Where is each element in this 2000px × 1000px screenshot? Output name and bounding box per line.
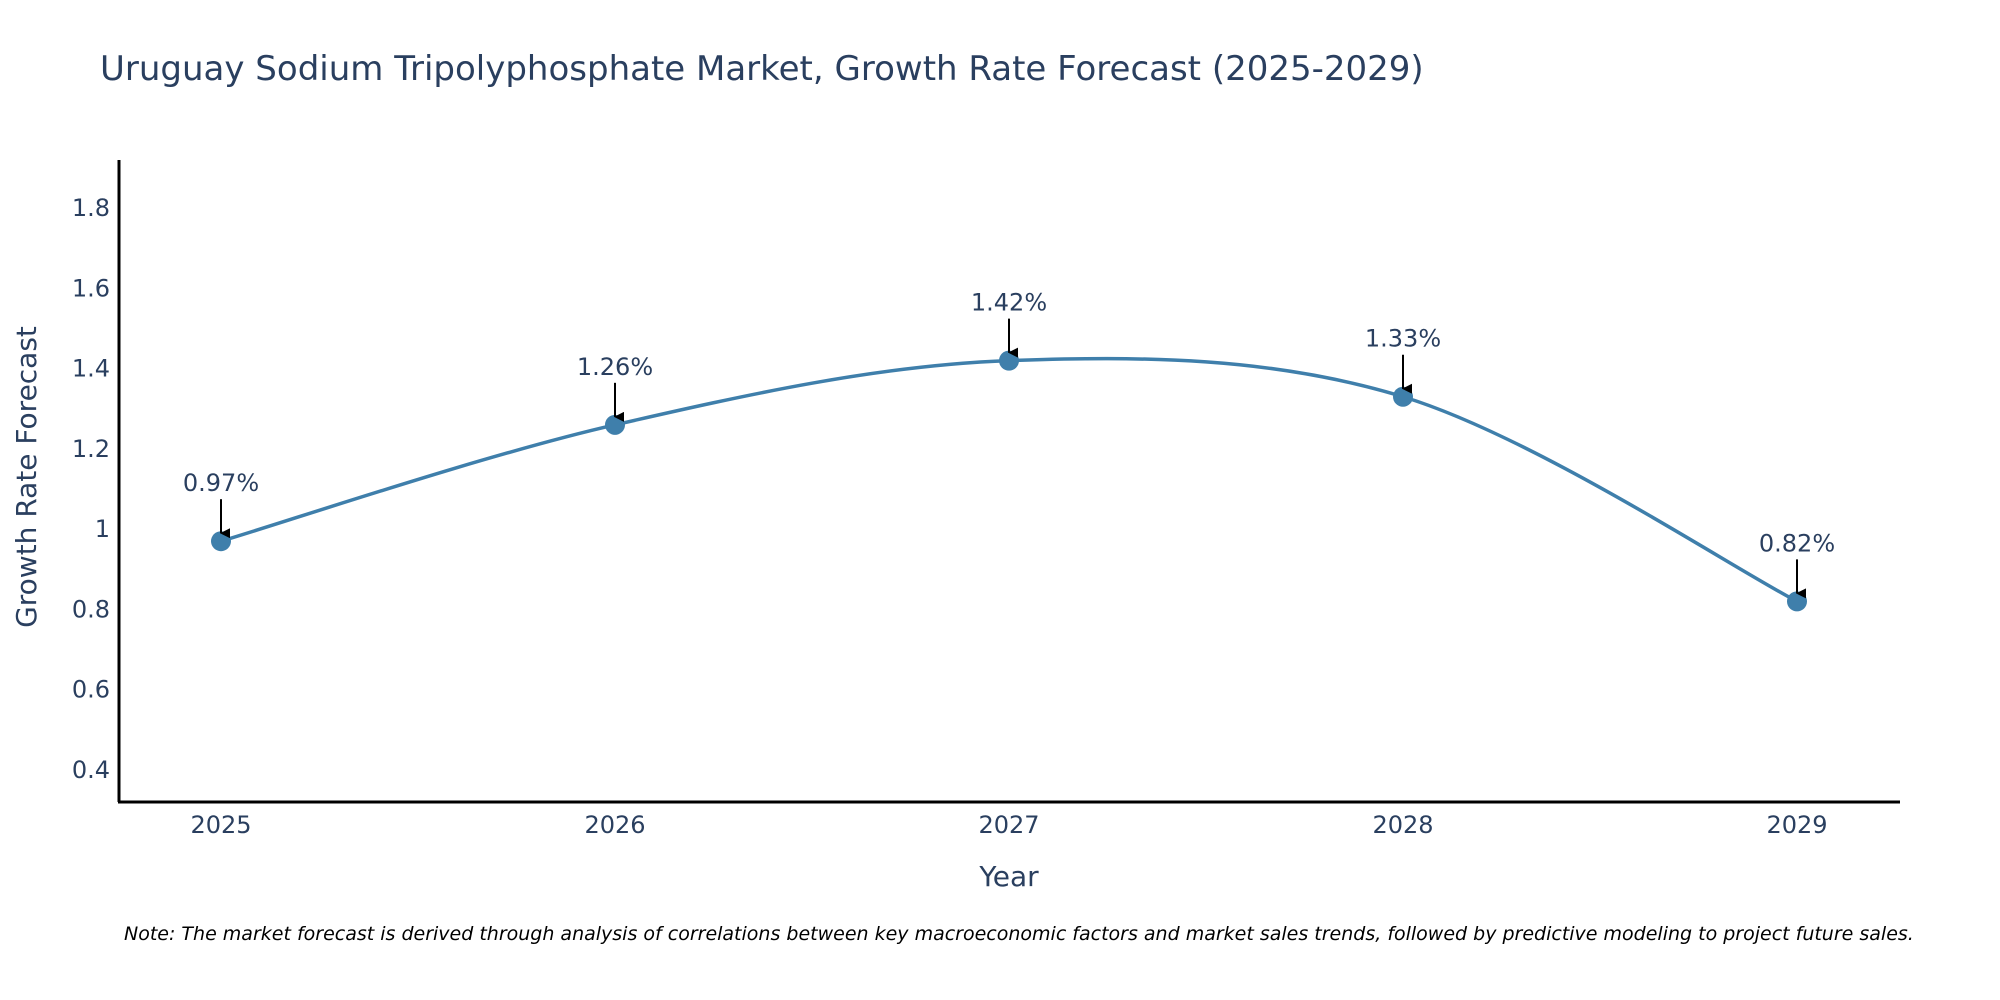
data-point: [605, 414, 625, 435]
x-tick-label: 2027: [978, 811, 1039, 839]
chart-title: Uruguay Sodium Tripolyphosphate Market, …: [100, 49, 1424, 89]
y-tick-label: 1.4: [72, 355, 110, 383]
data-label: 0.82%: [1759, 529, 1835, 557]
data-label: 0.97%: [183, 469, 259, 497]
y-tick-label: 0.8: [72, 595, 110, 623]
data-point: [1393, 386, 1413, 407]
x-tick-label: 2029: [1766, 811, 1827, 839]
y-axis-title: Growth Rate Forecast: [10, 326, 43, 628]
data-point: [1787, 591, 1807, 612]
data-point: [999, 350, 1019, 371]
data-label: 1.26%: [577, 353, 653, 381]
data-markers: [211, 350, 1807, 612]
x-tick-label: 2026: [584, 811, 645, 839]
data-annotations: 0.97% 1.26% 1.42% 1.33% 0.82%: [183, 289, 1835, 599]
data-label: 1.42%: [971, 289, 1047, 317]
y-tick-label: 0.6: [72, 676, 110, 704]
x-axis-ticks: 2025 2026 2027 2028 2029: [190, 811, 1827, 839]
y-tick-label: 0.4: [72, 756, 110, 784]
y-tick-label: 1.6: [72, 274, 110, 302]
data-label: 1.33%: [1365, 325, 1441, 353]
y-tick-label: 1.8: [72, 194, 110, 222]
x-tick-label: 2025: [190, 811, 251, 839]
y-tick-label: 1: [95, 515, 110, 543]
data-point: [211, 531, 231, 552]
series-line: [220, 356, 1798, 603]
y-tick-label: 1.2: [72, 435, 110, 463]
x-tick-label: 2028: [1372, 811, 1433, 839]
y-axis-ticks: 0.4 0.6 0.8 1 1.2 1.4 1.6 1.8: [72, 194, 110, 784]
chart-note: Note: The market forecast is derived thr…: [124, 923, 1914, 945]
x-axis-title: Year: [978, 860, 1039, 893]
